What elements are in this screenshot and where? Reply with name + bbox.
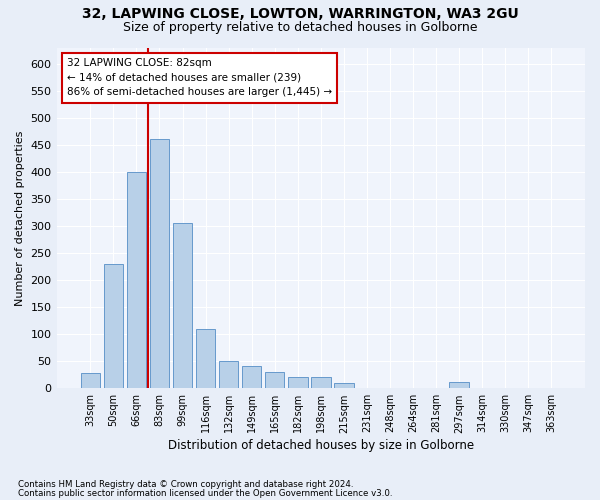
Bar (449, 382, 469, 388)
Text: Contains public sector information licensed under the Open Government Licence v3: Contains public sector information licen… (18, 488, 392, 498)
Bar (104, 264, 123, 388)
Bar (80, 373, 100, 388)
Bar (288, 378, 308, 388)
Text: Contains HM Land Registry data © Crown copyright and database right 2024.: Contains HM Land Registry data © Crown c… (18, 480, 353, 489)
Bar (219, 362, 238, 388)
Text: 32 LAPWING CLOSE: 82sqm
← 14% of detached houses are smaller (239)
86% of semi-d: 32 LAPWING CLOSE: 82sqm ← 14% of detache… (67, 58, 332, 98)
Bar (334, 383, 353, 388)
Text: Size of property relative to detached houses in Golborne: Size of property relative to detached ho… (123, 21, 477, 34)
Bar (149, 140, 169, 388)
Y-axis label: Number of detached properties: Number of detached properties (15, 130, 25, 306)
Bar (311, 378, 331, 388)
Bar (196, 329, 215, 388)
Bar (127, 172, 146, 388)
Text: 32, LAPWING CLOSE, LOWTON, WARRINGTON, WA3 2GU: 32, LAPWING CLOSE, LOWTON, WARRINGTON, W… (82, 8, 518, 22)
X-axis label: Distribution of detached houses by size in Golborne: Distribution of detached houses by size … (168, 440, 474, 452)
Bar (265, 372, 284, 388)
Bar (242, 366, 262, 388)
Bar (173, 224, 193, 388)
